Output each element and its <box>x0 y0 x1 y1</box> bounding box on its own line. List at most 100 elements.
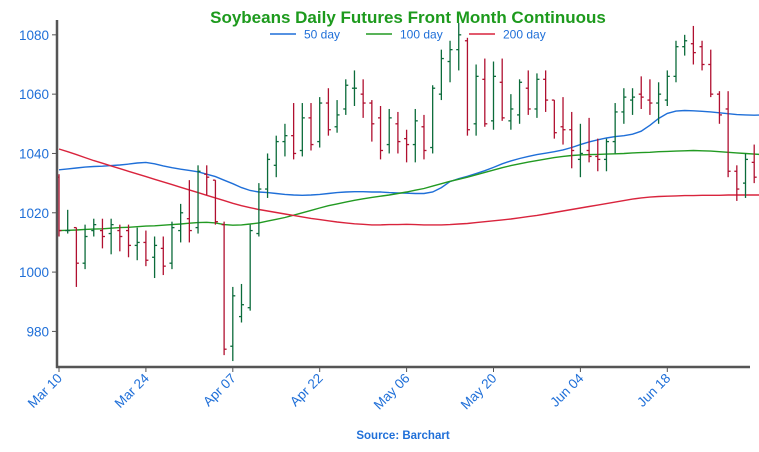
legend-label: 100 day <box>400 28 443 42</box>
ohlc-bar <box>716 91 722 124</box>
chart-title: Soybeans Daily Futures Front Month Conti… <box>210 8 606 27</box>
ohlc-bar <box>178 203 184 243</box>
ohlc-bar <box>699 40 705 71</box>
series-line-200-day <box>58 148 759 226</box>
ohlc-bar <box>152 236 158 279</box>
ohlc-bar <box>447 40 453 83</box>
plot-area <box>56 22 759 362</box>
ohlc-bar <box>317 97 323 148</box>
legend-item: 200 day <box>469 28 546 42</box>
series-line-100-day <box>58 149 759 232</box>
ohlc-bar <box>508 94 514 130</box>
ohlc-bar <box>134 227 140 261</box>
ohlc-bar <box>586 117 592 163</box>
ohlc-bar <box>82 224 88 270</box>
ohlc-bar <box>621 88 627 124</box>
axes: 980 1000 1020 1040 1060 1080 Mar 10 Mar 24 Apr 0… <box>19 20 750 412</box>
ohlc-bar <box>638 76 644 109</box>
ohlc-bar <box>491 61 496 130</box>
ohlc-bar <box>404 129 410 163</box>
legend-item: 50 day <box>270 28 340 42</box>
ohlc-bar <box>238 283 244 323</box>
ohlc-bar <box>99 218 105 249</box>
ohlc-bar <box>630 88 636 115</box>
legend-label: 50 day <box>304 28 340 42</box>
ohlc-bar <box>473 64 479 136</box>
legend: 50 day 100 day 200 day <box>270 28 546 42</box>
ohlc-bar <box>343 79 349 115</box>
x-tick-label: Apr 07 <box>200 371 239 410</box>
ohlc-bar <box>551 99 557 139</box>
ohlc-bar <box>360 79 366 118</box>
ohlc-bar <box>569 111 575 169</box>
y-tick-label: 1080 <box>19 28 49 43</box>
ohlc-bar <box>91 218 97 237</box>
ohlc-bar <box>265 153 271 198</box>
ohlc-bar <box>482 58 488 127</box>
y-tick-label: 1040 <box>19 146 49 161</box>
ohlc-bar <box>195 165 201 234</box>
y-tick-label: 980 <box>26 324 49 339</box>
ohlc-bar <box>647 79 653 115</box>
ohlc-bar <box>395 111 401 154</box>
x-tick-label: Mar 10 <box>25 371 65 411</box>
ohlc-bar <box>656 82 662 124</box>
ohlc-bar <box>534 73 540 118</box>
ohlc-bar <box>560 97 566 145</box>
x-tick-label: May 20 <box>458 371 500 413</box>
ohlc-bar <box>230 286 236 362</box>
ohlc-bar <box>117 224 123 252</box>
legend-label: 200 day <box>503 28 546 42</box>
ohlc-bar <box>438 49 444 101</box>
ohlc-bar <box>291 103 297 160</box>
source-note: Source: Barchart <box>356 430 449 442</box>
ohlc-bar <box>212 179 218 225</box>
ohlc-bar <box>612 103 618 154</box>
ohlc-bar <box>186 180 192 243</box>
ohlc-bar <box>577 123 583 178</box>
x-tick-label: May 06 <box>371 371 413 413</box>
ohlc-bar <box>126 224 132 258</box>
ohlc-bar <box>673 40 679 83</box>
ohlc-bar <box>682 34 688 56</box>
ohlc-bar <box>369 100 375 142</box>
ohlc-bar <box>73 226 79 287</box>
ohlc-bar <box>143 230 149 267</box>
ohlc-bar <box>725 91 731 178</box>
ohlc-bar <box>708 49 714 98</box>
series-line-50-day <box>58 109 759 197</box>
ohlc-bar <box>412 108 418 163</box>
ohlc-bar <box>456 22 462 71</box>
ohlc-bar <box>430 85 436 154</box>
ohlc-bar <box>325 88 331 136</box>
ohlc-bar <box>65 209 71 234</box>
legend-item: 100 day <box>366 28 443 42</box>
ohlc-bar <box>273 135 279 178</box>
ohlc-bar <box>525 70 531 115</box>
ohlc-bar <box>308 103 314 151</box>
ohlc-bar <box>204 165 210 195</box>
ohlc-bar <box>169 221 175 270</box>
ohlc-bar <box>690 25 696 65</box>
ohlc-bar <box>543 70 549 112</box>
ohlc-bar <box>108 218 114 255</box>
x-tick-label: Apr 22 <box>287 371 326 410</box>
ohlc-bar <box>743 153 749 198</box>
x-tick-label: Jun 04 <box>547 370 587 410</box>
ohlc-bar <box>386 108 392 154</box>
y-tick-label: 1000 <box>19 265 49 280</box>
ohlc-bar <box>160 236 166 276</box>
ohlc-bar <box>734 165 740 201</box>
ohlc-bar <box>282 123 288 157</box>
ohlc-bar <box>517 79 523 124</box>
ohlc-bar <box>221 221 227 356</box>
ohlc-bar <box>664 70 670 107</box>
ohlc-bar <box>256 183 262 237</box>
ohlc-bar <box>299 103 305 157</box>
x-tick-label: Jun 18 <box>634 371 673 410</box>
ohlc-bar <box>603 138 609 172</box>
ohlc-bar <box>499 58 505 121</box>
y-tick-label: 1020 <box>19 206 49 221</box>
ohlc-bar <box>247 224 253 311</box>
